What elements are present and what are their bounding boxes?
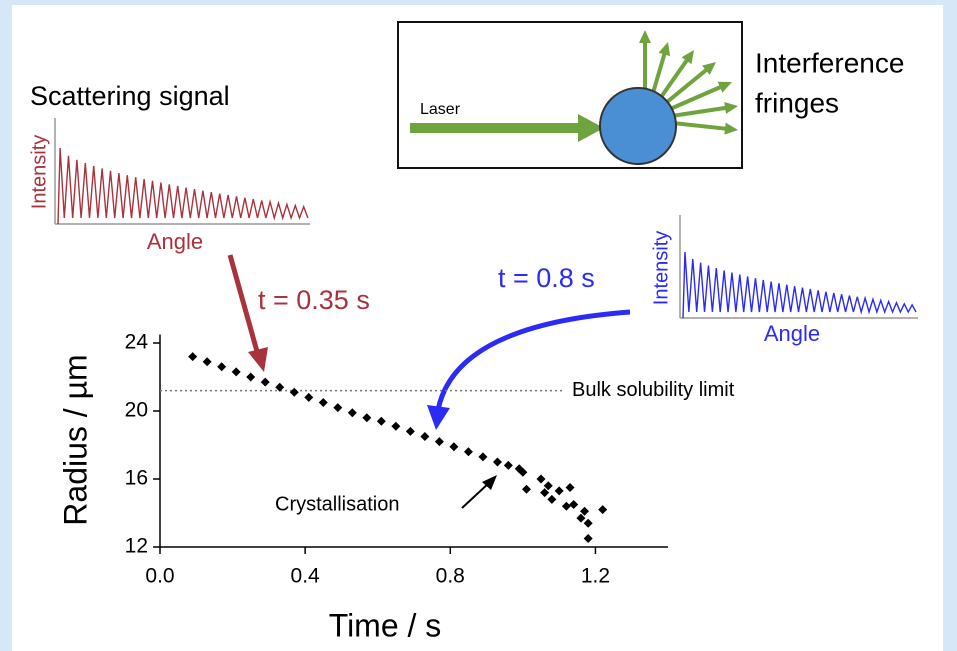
data-point (536, 474, 546, 484)
data-point (478, 452, 488, 462)
data-point (547, 494, 557, 504)
data-point (554, 486, 564, 496)
x-tick-label: 0.0 (145, 565, 174, 588)
data-point (217, 362, 227, 372)
time-label: t = 0.8 s (498, 263, 595, 293)
data-point (391, 421, 401, 431)
data-point (376, 416, 386, 426)
inset-title: Scattering signal (30, 81, 230, 111)
data-point (362, 413, 372, 423)
x-tick-label: 0.8 (436, 565, 465, 588)
annotation-arrow (461, 481, 491, 509)
data-point (580, 506, 590, 516)
inset-wave (57, 147, 309, 225)
x-tick-label: 0.4 (291, 565, 321, 588)
diagram-box (397, 21, 743, 169)
data-point (231, 367, 241, 377)
annotation: Crystallisation (275, 493, 399, 515)
data-point (540, 488, 550, 498)
x-axis-label: Time / s (329, 607, 442, 643)
particle (599, 87, 677, 165)
fringes-label: fringes (755, 87, 839, 118)
data-point (518, 467, 528, 477)
pointer-arrowhead (248, 347, 268, 372)
data-point (583, 518, 593, 528)
inset-ylabel: Intensity (28, 135, 50, 209)
data-point (420, 432, 430, 441)
pointer-arrowhead (427, 405, 450, 430)
data-point (492, 457, 502, 467)
data-point (347, 408, 357, 418)
inset-ylabel: Intensity (650, 231, 672, 305)
data-point (561, 501, 571, 511)
data-point (188, 352, 198, 362)
inset-xlabel: Angle (764, 321, 820, 346)
time-label: t = 0.35 s (258, 285, 370, 315)
y-tick-label: 16 (125, 467, 148, 490)
fringe-arrowhead (639, 30, 651, 43)
y-tick-label: 24 (125, 331, 149, 354)
laser-arrowhead (578, 114, 604, 142)
data-point (304, 392, 314, 402)
annotation-arrowhead (482, 475, 497, 490)
data-point (449, 442, 459, 452)
fringe-arrowhead (717, 81, 732, 93)
inset-xlabel: Angle (147, 229, 203, 254)
data-point (583, 534, 593, 543)
x-tick-label: 1.2 (581, 565, 610, 588)
fringe-arrowhead (658, 42, 671, 57)
data-point (598, 505, 608, 515)
data-point (576, 513, 586, 523)
fringe-arrowhead (724, 122, 738, 135)
reference-label: Bulk solubility limit (572, 379, 735, 401)
inset-wave (682, 251, 917, 319)
data-point (565, 483, 575, 492)
data-point (289, 387, 299, 397)
data-point (521, 484, 531, 494)
data-point (434, 437, 444, 447)
data-point (405, 426, 415, 436)
fringe-arrowhead (724, 102, 738, 114)
data-point (503, 460, 513, 470)
data-point (260, 377, 270, 387)
fringes-label: Interference (755, 47, 904, 78)
data-point (275, 382, 285, 392)
data-point (463, 447, 473, 457)
fringe-arrowhead (702, 62, 716, 75)
data-point (246, 372, 256, 382)
data-point (202, 357, 212, 367)
data-point (333, 403, 343, 413)
fringe-arrowhead (681, 50, 694, 65)
data-point (569, 500, 579, 509)
data-point (543, 481, 553, 491)
data-point (318, 398, 328, 407)
y-axis-label: Radius / µm (57, 354, 93, 525)
pointer-arrow (227, 254, 261, 356)
y-tick-label: 20 (125, 399, 148, 422)
y-tick-label: 12 (125, 535, 148, 558)
pointer-arrow (435, 309, 631, 411)
beam-label: Laser (420, 101, 461, 118)
